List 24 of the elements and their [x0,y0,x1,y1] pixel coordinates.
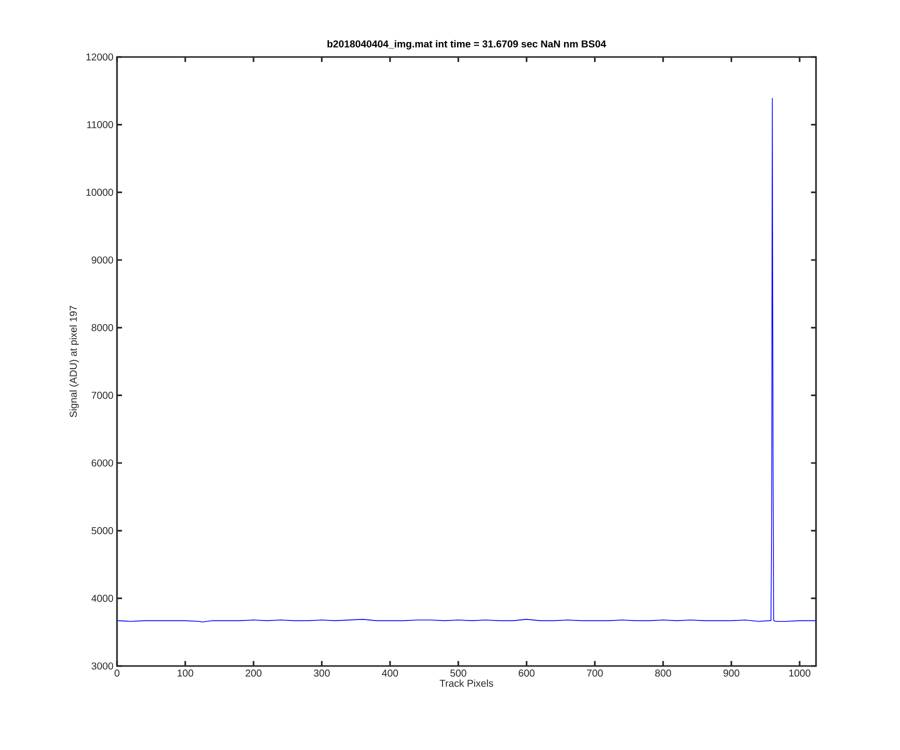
x-tick-label: 700 [587,670,603,677]
x-tick-label: 800 [655,670,672,677]
x-tick-label: 0 [114,670,120,677]
x-tick-label: 400 [382,670,398,677]
y-tick-label: 5000 [92,527,114,534]
y-tick-label: 6000 [92,459,114,467]
y-tick-label: 9000 [92,256,114,264]
x-tick-label: 500 [450,670,466,677]
x-axis-title: Track Pixels [440,679,494,687]
x-tick-label: 600 [518,670,535,677]
y-tick-label: 10000 [86,188,114,196]
x-tick-label: 1000 [789,670,810,677]
chart-title: b2018040404_img.mat int time = 31.6709 sec NaN nm BS04 [328,40,606,50]
y-tick-label: 4000 [91,594,114,602]
x-tick-label: 300 [314,670,330,677]
y-tick-label: 7000 [92,392,114,399]
y-tick-label: 8000 [92,324,114,332]
y-tick-label: 12000 [86,53,114,61]
y-tick-label: 3000 [92,662,114,670]
x-tick-label: 100 [178,670,194,677]
x-tick-label: 900 [723,670,740,677]
y-axis-title: Signal (ADU) at pixel 197 [69,306,79,418]
x-tick-label: 200 [246,670,262,677]
y-tick-label: 11000 [87,121,114,128]
